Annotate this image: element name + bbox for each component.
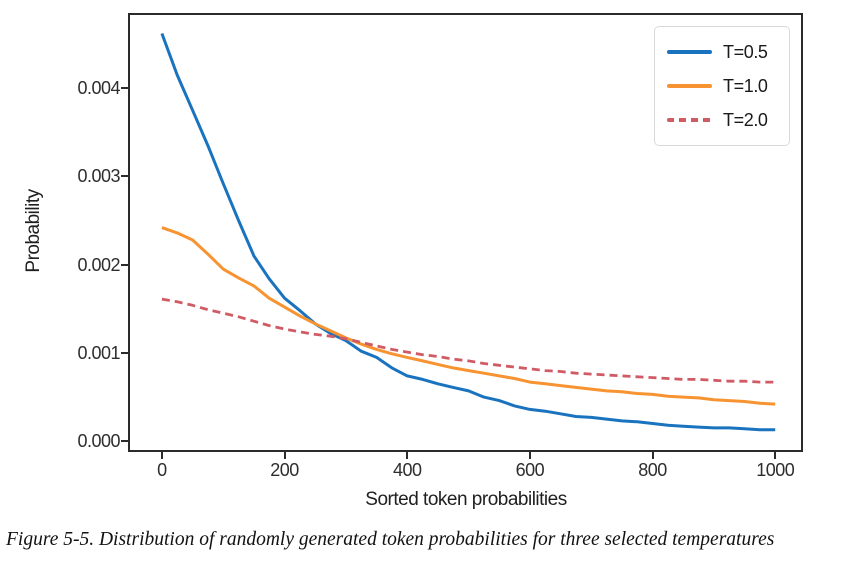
y-tick-mark [121, 440, 128, 443]
x-tick-mark [651, 452, 654, 459]
plot-area: T=0.5 T=1.0 T=2.0 [128, 13, 803, 452]
series-line-t20 [161, 297, 776, 384]
legend-swatch-t20 [667, 118, 712, 122]
x-tick-label: 0 [157, 460, 167, 480]
legend-swatch-t05 [667, 50, 712, 54]
x-tick-mark [528, 452, 531, 459]
y-tick-mark [121, 175, 128, 178]
x-axis-label: Sorted token probabilities [365, 489, 567, 510]
chart-canvas [160, 32, 776, 432]
y-tick-label: 0.001 [77, 342, 120, 363]
x-tick-label: 400 [392, 460, 422, 480]
x-tick-mark [774, 452, 777, 459]
series-line-t05 [160, 32, 776, 432]
legend-row: T=0.5 [667, 35, 777, 69]
y-tick-label: 0.004 [77, 78, 120, 99]
y-tick-mark [121, 263, 128, 266]
legend-row: T=2.0 [667, 103, 777, 137]
legend: T=0.5 T=1.0 T=2.0 [654, 26, 790, 146]
x-tick-label: 600 [515, 460, 545, 480]
legend-label: T=2.0 [723, 109, 768, 130]
legend-swatch-t10 [667, 84, 712, 88]
y-tick-label: 0.003 [77, 166, 120, 187]
x-tick-mark [406, 452, 409, 459]
x-tick-mark [160, 452, 163, 459]
x-tick-mark [283, 452, 286, 459]
legend-row: T=1.0 [667, 69, 777, 103]
y-tick-label: 0.002 [77, 254, 120, 275]
x-tick-label: 200 [270, 460, 299, 480]
figure-caption: Figure 5-5. Distribution of randomly gen… [6, 529, 775, 550]
y-axis-label: Probability [23, 189, 44, 273]
y-tick-mark [121, 351, 128, 354]
x-tick-label: 1000 [756, 460, 795, 480]
y-tick-mark [121, 87, 128, 90]
x-tick-label: 800 [638, 460, 667, 480]
y-tick-label: 0.000 [77, 431, 120, 452]
legend-label: T=1.0 [723, 75, 768, 96]
series-line-t10 [161, 226, 776, 406]
legend-label: T=0.5 [723, 41, 768, 62]
